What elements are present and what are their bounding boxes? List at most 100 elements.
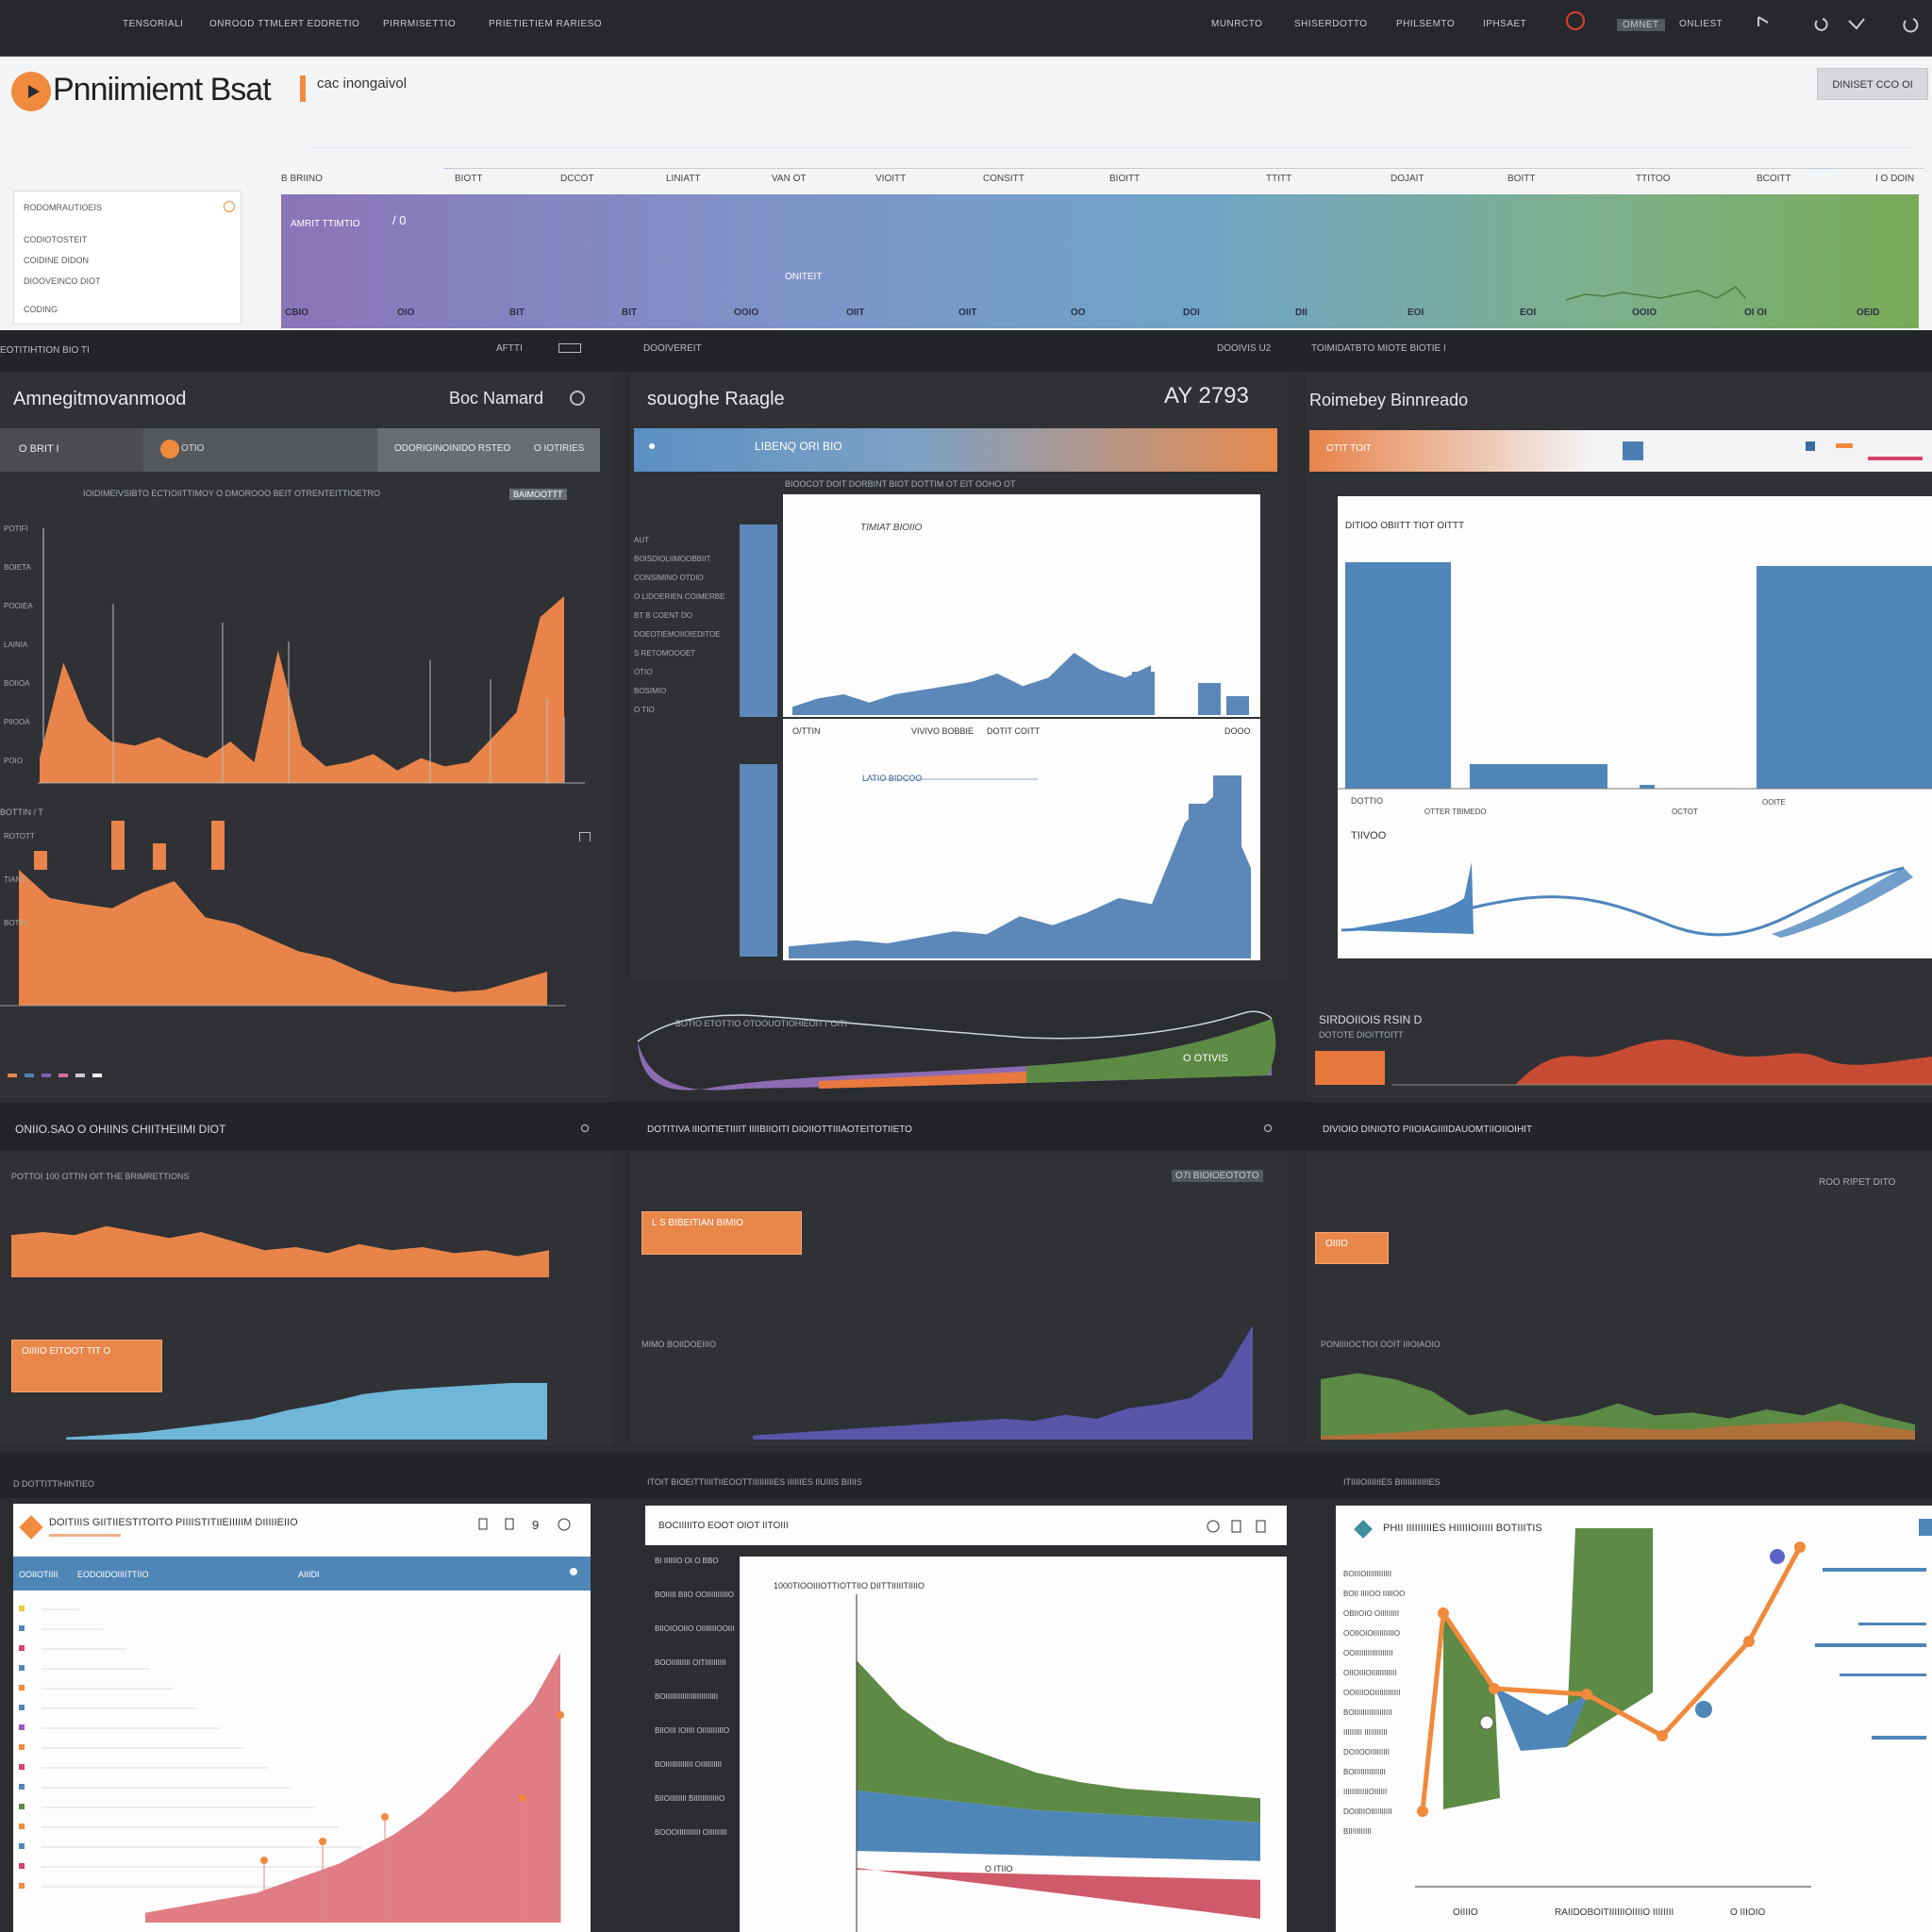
row2-c-chart[interactable] [1317,1321,1921,1443]
row3-c-chart[interactable] [1415,1509,1830,1906]
row3-a-chart[interactable] [13,1592,591,1932]
sidebar-label: BT B COENT DO [634,611,692,620]
filter-card[interactable]: RODOMRAUTIOEIS CODIOTOSTEIT COIDINE DIDO… [13,191,242,325]
y-tick-label: TIANT [4,875,26,884]
area-series [145,1653,560,1923]
nav-item-6[interactable]: SHISERDOTTO [1294,19,1368,29]
row2-b-chart[interactable] [745,1311,1260,1443]
filter-row[interactable]: COIDINE DIDON [24,256,90,265]
column-header: TTITT [1266,174,1292,184]
nav-item-2[interactable]: ONROOD TTMLERT EDDRETIO [209,19,360,29]
record-icon[interactable] [1566,11,1585,30]
panel-b-chart2[interactable] [783,719,1260,960]
app-subtitle: cac inongaivol [317,75,408,92]
row2-c-button[interactable]: OIIIO [1315,1232,1389,1264]
expand-icon[interactable] [579,832,591,841]
tab-1[interactable]: O BRIT I [19,443,59,455]
table-head-cell[interactable]: AIIIDI [298,1570,320,1579]
row2-c-chart-label: PONIIIIOCTIOI OOIT IIIOIAOIO [1321,1340,1441,1349]
bar-mark [211,821,225,870]
band-label: AMRIT TTIMTIO [291,219,360,229]
sidebar-label: O LIDOERIEN COIMERBE [634,592,725,601]
info-icon[interactable] [1264,1124,1272,1132]
column-header: DOJAIT [1391,174,1424,184]
band-tick: OIO [397,308,415,318]
band-tick: OO [1071,308,1086,318]
row-label: DOIIIIIOIIIIIIIIII [1343,1807,1392,1816]
row2-a-lower-chart[interactable] [57,1349,557,1443]
export-button[interactable]: DINISET CCO OI [1817,68,1928,100]
row2-b-label: DOTITIVA IIIOITIETIIIIT IIIIBIIOITI DIOI… [647,1124,912,1135]
panel-a-lower-chart[interactable] [0,821,604,1094]
y-tick-label: PIIOOA [4,718,30,726]
row3-b-toolbar[interactable] [1200,1517,1275,1536]
row2-b-button[interactable]: L S BIBEITIAN BIMIO [641,1211,802,1255]
band-tick: OOIO [1632,308,1657,318]
info-icon[interactable] [570,391,585,406]
nav-item-8[interactable]: IPHSAET [1483,19,1527,29]
toggle-icon[interactable] [558,343,581,353]
panel-b-lower-curve[interactable] [630,991,1287,1094]
panel-c-wave-chart[interactable] [1338,840,1932,958]
row2-a-upper-chart[interactable] [8,1191,564,1285]
row3-a-label: D DOTTITTIHINTIEO [13,1479,94,1489]
row2-a-button[interactable]: OIIIIO EITOOT TIT O [11,1340,162,1392]
y-tick-label: LAINIA [4,641,28,649]
tab-3[interactable]: ODORIGINOINIDO RSTEO [394,443,511,454]
area-series [753,1325,1253,1440]
row-label: BOIIIII BIIO OOIIIIIIIIIIO [655,1591,735,1599]
panel-b-bar[interactable] [634,428,1277,472]
tab-4[interactable]: O IOTIRIES [534,443,585,454]
filter-row[interactable]: CODIOTOSTEIT [24,235,88,244]
panel-b-chart2-head: O/TTIN [792,726,821,736]
row-label: OOIIIIIIIIIIIIIIIIII [1343,1649,1393,1657]
legend-swatch [19,1843,25,1849]
row3-b-chart[interactable] [740,1557,1287,1932]
timeline-band[interactable] [281,194,1919,328]
sidebar-label: CONSIMINO OTDIO [634,574,704,582]
area-shape [1494,1687,1589,1751]
axis-label: OTTER TBIMEDO [1424,808,1487,816]
panel-a-tabs: O BRIT I OTIO ODORIGINOINIDO RSTEO O IOT… [0,428,600,472]
legend-swatch [42,1074,51,1077]
nav-tag[interactable]: OMNET [1617,19,1665,31]
data-point [1695,1701,1712,1718]
info-icon[interactable] [581,1124,589,1132]
nav-item-3[interactable]: PIRRMISETTIO [383,19,457,29]
column-header: CONSITT [983,174,1024,184]
panel-c-bar[interactable] [1309,430,1932,472]
panel-b-chart2-head: DOTIT COITT [987,726,1041,736]
nav-item-7[interactable]: PHILSEMTO [1396,19,1456,29]
panel-a-upper-chart[interactable] [0,509,604,811]
table-head-cell[interactable]: OOIIOTIIII [19,1570,58,1579]
panel-c-bar-chart[interactable] [1338,538,1932,792]
panel-c-red-area[interactable] [1392,1028,1932,1089]
search-label[interactable]: ONLIEST [1679,19,1724,29]
row2-c-tag: ROO RIPET DITO [1819,1177,1896,1188]
filter-row[interactable]: DIOOVEINCO DIOT [24,276,101,286]
row2-b-tag: O7I BIOIOEOTOTO [1172,1170,1263,1182]
tab-2[interactable]: OTIO [181,443,205,454]
y-tick-label: POIO [4,757,24,765]
data-point [519,1794,526,1802]
nav-item-1[interactable]: TENSORIALI [123,19,184,29]
panel-b-chart1[interactable] [783,494,1260,717]
panel-c-square-icon[interactable] [1623,441,1643,460]
row3-c-title: PHII IIIIIIIIIES HIIIIIOIIIII BOTIIITIS [1383,1523,1542,1534]
y-tick-label: BOTIN [4,919,27,927]
panel-c-orange-btn[interactable] [1315,1051,1385,1085]
section-meta: AFTTI [496,343,523,354]
area-shape [1443,1613,1500,1809]
panel-a-mid-label: BOTTIN / T [0,808,43,817]
row3-a-toolbar[interactable]: 9 [472,1515,581,1534]
filter-row[interactable]: CODING [24,305,58,314]
panel-b-curve-label: BOTIO ETOTTIO OTOOUOTIOHIEOITT OITI [675,1019,848,1028]
nav-item-5[interactable]: MUNRCTO [1211,19,1263,29]
dot-icon [570,1568,577,1575]
table-head-cell[interactable]: EODOIDOIIIITTIIO [77,1570,149,1579]
nav-item-4[interactable]: PRIETIETIEM RARIESO [489,19,603,29]
status-dot-icon [224,201,235,212]
panel-c-bottom-label: SIRDOIIOIS RSIN D [1319,1013,1423,1026]
row-label: IIIIIIIIIIIIOIIIIII [1343,1788,1388,1796]
column-header: LINIATT [666,174,701,184]
